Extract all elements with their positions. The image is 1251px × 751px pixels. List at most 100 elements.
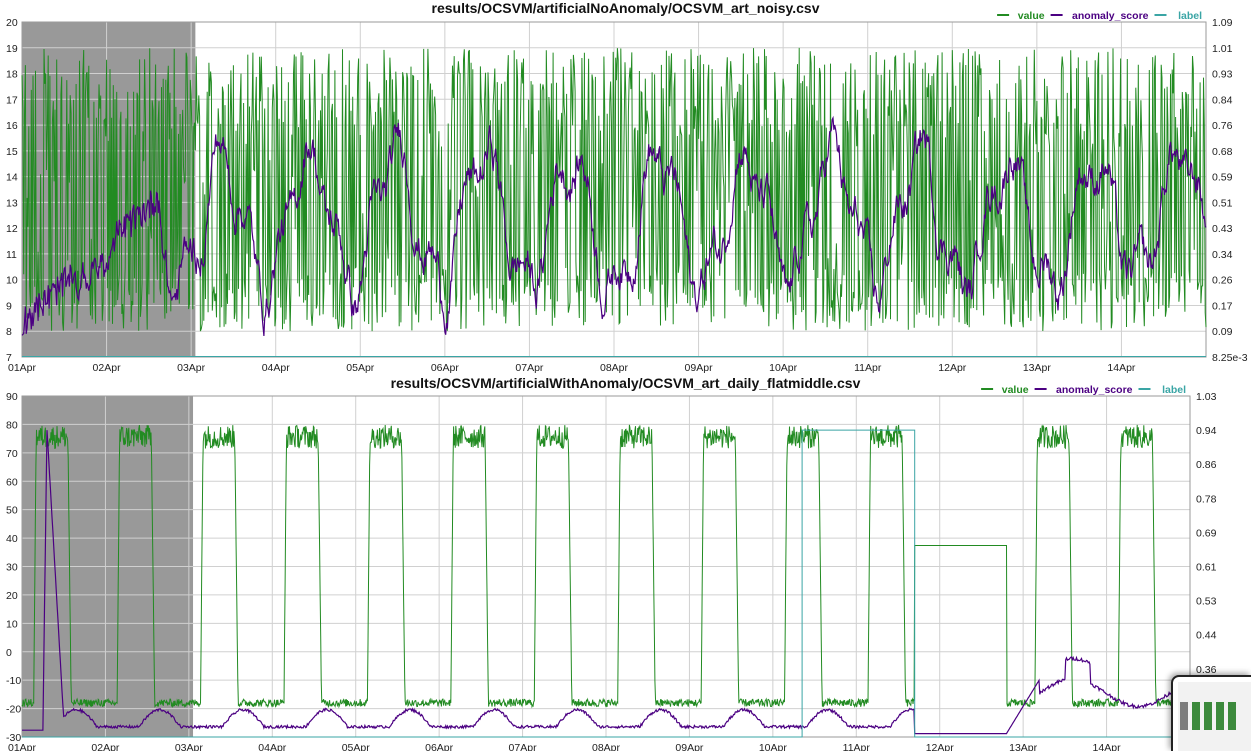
y-left-tick-label: 10 bbox=[6, 618, 18, 630]
thumbnail-mark bbox=[1204, 702, 1212, 730]
legend-entry[interactable]: value bbox=[1018, 10, 1045, 22]
x-tick-label: 01Apr bbox=[8, 742, 37, 751]
x-tick-label: 03Apr bbox=[177, 362, 206, 374]
x-tick-label: 13Apr bbox=[1009, 742, 1038, 751]
chart-title: results/OCSVM/artificialWithAnomaly/OCSV… bbox=[390, 375, 861, 391]
y-left-tick-label: 13 bbox=[6, 197, 18, 209]
legend-entry[interactable]: label bbox=[1178, 10, 1202, 22]
x-tick-label: 09Apr bbox=[675, 742, 704, 751]
x-tick-label: 03Apr bbox=[175, 742, 204, 751]
x-tick-label: 12Apr bbox=[938, 362, 967, 374]
x-tick-label: 04Apr bbox=[262, 362, 291, 374]
y-left-tick-label: -20 bbox=[6, 704, 21, 716]
x-tick-label: 14Apr bbox=[1093, 742, 1122, 751]
y-left-tick-label: 15 bbox=[6, 146, 18, 158]
x-tick-label: 02Apr bbox=[93, 362, 122, 374]
thumbnail-preview bbox=[1178, 682, 1251, 751]
y-right-tick-label: 0.59 bbox=[1212, 172, 1233, 184]
y-left-tick-label: 9 bbox=[6, 300, 12, 312]
legend-entry[interactable]: anomaly_score bbox=[1056, 384, 1133, 396]
y-left-tick-label: 8 bbox=[6, 326, 12, 338]
y-right-tick-label: 1.03 bbox=[1196, 391, 1217, 403]
x-tick-label: 10Apr bbox=[759, 742, 788, 751]
y-left-tick-label: 30 bbox=[6, 562, 18, 574]
y-right-tick-label: 0.17 bbox=[1212, 300, 1233, 312]
y-left-tick-label: 20 bbox=[6, 590, 18, 602]
y-right-tick-label: 1.09 bbox=[1212, 17, 1233, 29]
y-left-tick-label: 50 bbox=[6, 505, 18, 517]
x-tick-label: 04Apr bbox=[258, 742, 287, 751]
series-value-line bbox=[21, 424, 1191, 709]
y-left-tick-label: -10 bbox=[6, 675, 21, 687]
y-left-tick-label: 12 bbox=[6, 223, 18, 235]
chart-title: results/OCSVM/artificialNoAnomaly/OCSVM_… bbox=[431, 0, 820, 16]
thumbnail-mark bbox=[1228, 702, 1236, 730]
x-tick-label: 11Apr bbox=[854, 362, 882, 374]
legend-entry[interactable]: anomaly_score bbox=[1072, 10, 1149, 22]
x-tick-label: 11Apr bbox=[843, 742, 871, 751]
x-tick-label: 08Apr bbox=[600, 362, 629, 374]
y-right-tick-label: 0.53 bbox=[1196, 596, 1217, 608]
y-right-tick-label: 0.34 bbox=[1212, 249, 1233, 261]
y-left-tick-label: 80 bbox=[6, 419, 18, 431]
series-anomaly-score-line bbox=[21, 115, 1207, 337]
series-label-line bbox=[22, 429, 1190, 738]
x-tick-label: 13Apr bbox=[1023, 362, 1052, 374]
y-right-tick-label: 0.86 bbox=[1196, 459, 1217, 471]
y-right-tick-label: 0.36 bbox=[1196, 664, 1217, 676]
x-tick-label: 07Apr bbox=[509, 742, 538, 751]
x-tick-label: 07Apr bbox=[515, 362, 544, 374]
y-left-tick-label: 19 bbox=[6, 43, 18, 55]
y-right-tick-label: 0.51 bbox=[1212, 197, 1233, 209]
y-left-tick-label: 20 bbox=[6, 17, 18, 29]
y-left-tick-label: 90 bbox=[6, 391, 18, 403]
thumbnail-mark bbox=[1192, 702, 1200, 730]
x-tick-label: 08Apr bbox=[592, 742, 621, 751]
y-left-tick-label: 40 bbox=[6, 533, 18, 545]
y-left-tick-label: -30 bbox=[6, 732, 21, 744]
y-right-tick-label: 0.61 bbox=[1196, 562, 1217, 574]
y-right-tick-label: 8.25e-3 bbox=[1212, 352, 1248, 364]
y-right-tick-label: 0.68 bbox=[1212, 146, 1233, 158]
x-tick-label: 09Apr bbox=[685, 362, 714, 374]
legend-entry[interactable]: value bbox=[1002, 384, 1029, 396]
y-left-tick-label: 0 bbox=[6, 647, 12, 659]
x-tick-label: 14Apr bbox=[1107, 362, 1136, 374]
y-left-tick-label: 7 bbox=[6, 352, 12, 364]
y-left-tick-label: 70 bbox=[6, 448, 18, 460]
series-anomaly-score-line bbox=[22, 430, 1191, 735]
y-right-tick-label: 0.78 bbox=[1196, 493, 1217, 505]
y-right-tick-label: 1.01 bbox=[1212, 43, 1233, 55]
y-left-tick-label: 14 bbox=[6, 172, 18, 184]
chart-panel-top: results/OCSVM/artificialNoAnomaly/OCSVM_… bbox=[0, 0, 1251, 375]
y-right-tick-label: 0.84 bbox=[1212, 94, 1233, 106]
x-tick-label: 12Apr bbox=[926, 742, 955, 751]
y-left-tick-label: 16 bbox=[6, 120, 18, 132]
y-right-tick-label: 0.69 bbox=[1196, 527, 1217, 539]
chart-panel-bottom: results/OCSVM/artificialWithAnomaly/OCSV… bbox=[0, 375, 1251, 751]
thumbnail-mark bbox=[1180, 702, 1188, 730]
x-tick-label: 02Apr bbox=[91, 742, 120, 751]
y-right-tick-label: 0.94 bbox=[1196, 425, 1217, 437]
y-left-tick-label: 60 bbox=[6, 476, 18, 488]
chart-canvas[interactable]: 7 8 9 10 11 12 13 14 15 16 17 18 19 20 8.25e-3 0.09 0.17… bbox=[0, 0, 1251, 375]
y-left-tick-label: 18 bbox=[6, 69, 18, 81]
x-tick-label: 05Apr bbox=[346, 362, 375, 374]
y-left-tick-label: 17 bbox=[6, 94, 18, 106]
thumbnail-mark bbox=[1216, 702, 1224, 730]
chart-canvas[interactable]: -30-20-1001020304050607080900.190.280.36… bbox=[0, 375, 1251, 751]
y-left-tick-label: 10 bbox=[6, 275, 18, 287]
x-tick-label: 06Apr bbox=[425, 742, 454, 751]
y-right-tick-label: 0.26 bbox=[1212, 275, 1233, 287]
y-right-tick-label: 0.76 bbox=[1212, 120, 1233, 132]
x-tick-label: 05Apr bbox=[342, 742, 371, 751]
y-left-tick-label: 11 bbox=[6, 249, 17, 261]
y-right-tick-label: 0.44 bbox=[1196, 630, 1217, 642]
y-right-tick-label: 0.43 bbox=[1212, 223, 1233, 235]
legend-entry[interactable]: label bbox=[1162, 384, 1186, 396]
y-right-tick-label: 0.93 bbox=[1212, 69, 1233, 81]
screenshot-thumbnail[interactable] bbox=[1171, 675, 1251, 751]
y-right-tick-label: 0.09 bbox=[1212, 326, 1233, 338]
x-tick-label: 10Apr bbox=[769, 362, 798, 374]
x-tick-label: 06Apr bbox=[431, 362, 460, 374]
